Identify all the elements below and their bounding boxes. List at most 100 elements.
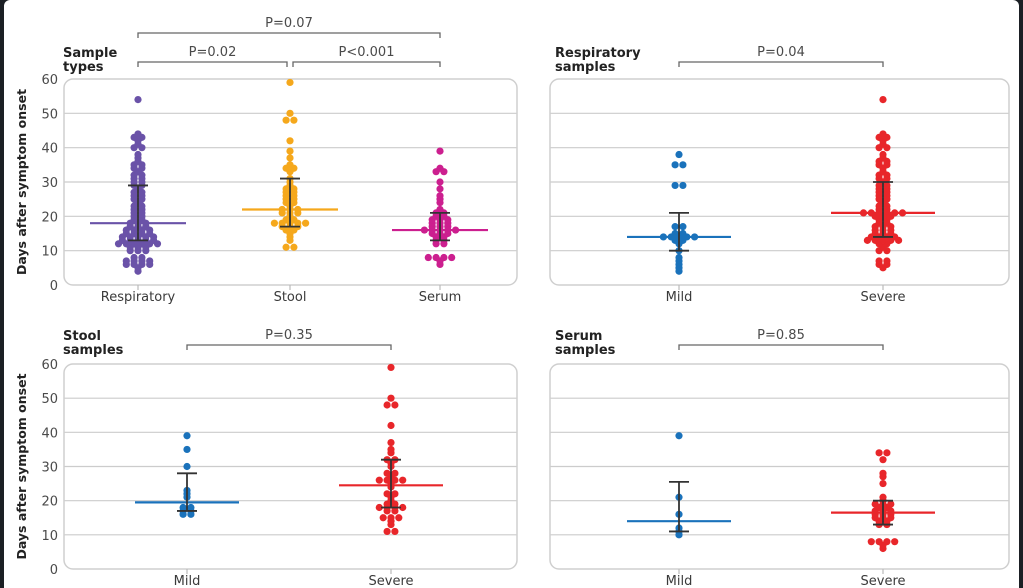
panel-title-line: samples <box>555 343 616 358</box>
data-point <box>387 514 395 522</box>
significance-bracket <box>678 344 884 350</box>
series-severe <box>831 449 935 553</box>
figure-svg: 0 10 20 30 40 50 60 Sample types Days after sympt… <box>14 16 1010 588</box>
data-point <box>679 181 687 190</box>
data-point <box>375 476 383 484</box>
data-point <box>286 137 294 145</box>
data-point <box>436 205 444 214</box>
significance-bracket <box>137 61 288 67</box>
p-value-label: P=0.04 <box>757 45 805 60</box>
data-point <box>679 223 687 231</box>
data-point <box>879 469 887 477</box>
chart-panel-3: 0 10 20 30 40 50 60 Stool samples Days after symp… <box>14 328 518 588</box>
panel-title-line: Serum <box>555 329 602 344</box>
data-point <box>122 257 130 265</box>
y-tick-label: 30 <box>41 461 58 476</box>
series-severe <box>831 96 935 272</box>
x-category-label: Mild <box>666 290 693 305</box>
data-point <box>879 456 887 464</box>
data-point <box>867 538 875 546</box>
data-point <box>671 223 679 231</box>
data-point <box>391 469 399 477</box>
x-category-label: Severe <box>369 574 414 588</box>
data-point <box>436 192 444 200</box>
y-tick-label: 20 <box>41 210 58 225</box>
data-point <box>134 130 142 138</box>
panel-title: Stool samples <box>63 329 124 358</box>
x-category-label: Serum <box>419 290 462 305</box>
data-point <box>875 449 883 457</box>
data-point <box>395 514 403 522</box>
panel-title-line: samples <box>63 343 124 358</box>
data-point <box>875 538 883 546</box>
data-point <box>879 479 887 488</box>
data-point <box>399 503 407 512</box>
panel-title-line: Sample <box>63 46 117 61</box>
data-point <box>183 462 191 471</box>
panel-title: Serum samples <box>555 329 616 358</box>
data-point <box>679 229 687 238</box>
data-point <box>679 161 687 169</box>
data-point <box>138 253 146 262</box>
x-category-label: Mild <box>666 574 693 588</box>
chart-panel-4: Serum samples Mild Severe P=0.85 <box>549 328 1010 588</box>
y-tick-label: 20 <box>41 495 58 510</box>
data-point <box>286 147 294 155</box>
data-point <box>883 538 891 546</box>
p-value-label: P=0.85 <box>757 328 805 343</box>
series-mild <box>627 432 731 539</box>
y-tick-label: 60 <box>41 358 58 373</box>
data-point <box>134 96 142 104</box>
x-category-label: Severe <box>861 290 906 305</box>
y-axis-label: Days after symptom onset <box>14 89 29 275</box>
data-point <box>146 257 154 265</box>
data-point <box>391 490 399 498</box>
p-value-label: P=0.35 <box>265 328 313 343</box>
data-point <box>383 469 391 477</box>
data-point <box>879 96 887 104</box>
data-point <box>399 476 407 484</box>
plot-frame <box>63 363 518 570</box>
panel-title-line: samples <box>555 60 616 75</box>
data-point <box>675 150 683 159</box>
panel-title-line: types <box>63 60 104 75</box>
p-value-label: P=0.07 <box>265 16 313 31</box>
data-point <box>391 401 399 409</box>
panel-title: Respiratory samples <box>555 46 641 75</box>
data-point <box>375 503 383 512</box>
panel-title: Sample types <box>63 46 117 75</box>
series-mild <box>135 432 239 518</box>
y-tick-label: 0 <box>50 279 58 294</box>
data-point <box>387 421 395 430</box>
data-point <box>883 449 891 457</box>
data-point <box>286 161 294 169</box>
data-point <box>286 78 294 87</box>
y-tick-label: 40 <box>41 142 58 157</box>
data-point <box>302 219 310 227</box>
data-point <box>270 219 278 227</box>
chart-panel-2: Respiratory samples Mild Severe P=0.04 <box>549 45 1010 305</box>
series-respiratory <box>90 96 186 275</box>
data-point <box>130 253 138 262</box>
data-point <box>436 178 444 186</box>
x-category-label: Stool <box>274 290 307 305</box>
y-tick-label: 0 <box>50 563 58 578</box>
p-value-label: P<0.001 <box>339 45 395 60</box>
data-point <box>871 500 879 508</box>
data-point <box>891 538 899 546</box>
series-severe <box>339 363 443 536</box>
data-point <box>448 253 456 262</box>
y-tick-label: 60 <box>41 73 58 88</box>
panel-title-line: Stool <box>63 329 101 344</box>
data-point <box>391 527 399 536</box>
data-point <box>387 394 395 402</box>
data-point <box>675 432 683 440</box>
panel-title-line: Respiratory <box>555 46 641 61</box>
data-point <box>379 514 387 522</box>
data-point <box>387 445 395 454</box>
p-value-label: P=0.02 <box>189 45 237 60</box>
data-point <box>432 253 440 262</box>
data-point <box>675 253 683 262</box>
y-tick-label: 50 <box>41 392 58 407</box>
data-point <box>879 130 887 138</box>
